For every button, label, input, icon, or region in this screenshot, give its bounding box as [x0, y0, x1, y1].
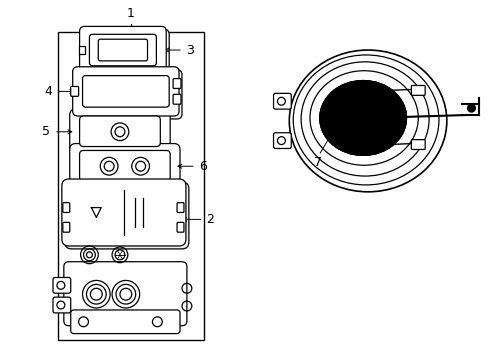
- FancyBboxPatch shape: [65, 182, 188, 249]
- Text: 7: 7: [313, 156, 321, 169]
- FancyBboxPatch shape: [89, 34, 156, 66]
- FancyBboxPatch shape: [63, 222, 70, 232]
- FancyBboxPatch shape: [82, 30, 169, 77]
- Text: 1: 1: [126, 6, 135, 19]
- FancyBboxPatch shape: [410, 140, 424, 149]
- FancyBboxPatch shape: [173, 94, 181, 104]
- FancyBboxPatch shape: [410, 85, 424, 95]
- FancyBboxPatch shape: [53, 278, 71, 293]
- Circle shape: [467, 104, 474, 112]
- FancyBboxPatch shape: [62, 179, 185, 246]
- FancyBboxPatch shape: [273, 93, 291, 109]
- FancyBboxPatch shape: [63, 203, 70, 212]
- FancyBboxPatch shape: [273, 133, 291, 148]
- Text: 5: 5: [42, 125, 50, 138]
- FancyBboxPatch shape: [76, 70, 182, 119]
- Bar: [58, 32, 203, 339]
- FancyBboxPatch shape: [71, 86, 79, 96]
- FancyBboxPatch shape: [73, 67, 179, 116]
- FancyBboxPatch shape: [173, 78, 181, 89]
- Text: 2: 2: [206, 213, 214, 226]
- FancyBboxPatch shape: [177, 203, 183, 212]
- FancyBboxPatch shape: [80, 116, 160, 147]
- Text: 6: 6: [198, 160, 206, 173]
- FancyBboxPatch shape: [70, 109, 170, 153]
- Ellipse shape: [319, 81, 406, 156]
- Circle shape: [355, 110, 370, 126]
- FancyBboxPatch shape: [53, 297, 71, 313]
- FancyBboxPatch shape: [82, 76, 169, 107]
- FancyBboxPatch shape: [64, 262, 186, 326]
- FancyBboxPatch shape: [98, 39, 147, 61]
- FancyBboxPatch shape: [80, 26, 166, 74]
- Polygon shape: [91, 208, 101, 217]
- Text: 3: 3: [185, 44, 193, 57]
- FancyBboxPatch shape: [177, 222, 183, 232]
- Bar: [79, 46, 84, 54]
- FancyBboxPatch shape: [70, 144, 180, 188]
- FancyBboxPatch shape: [71, 310, 180, 334]
- FancyBboxPatch shape: [80, 150, 170, 181]
- Text: 4: 4: [44, 85, 52, 98]
